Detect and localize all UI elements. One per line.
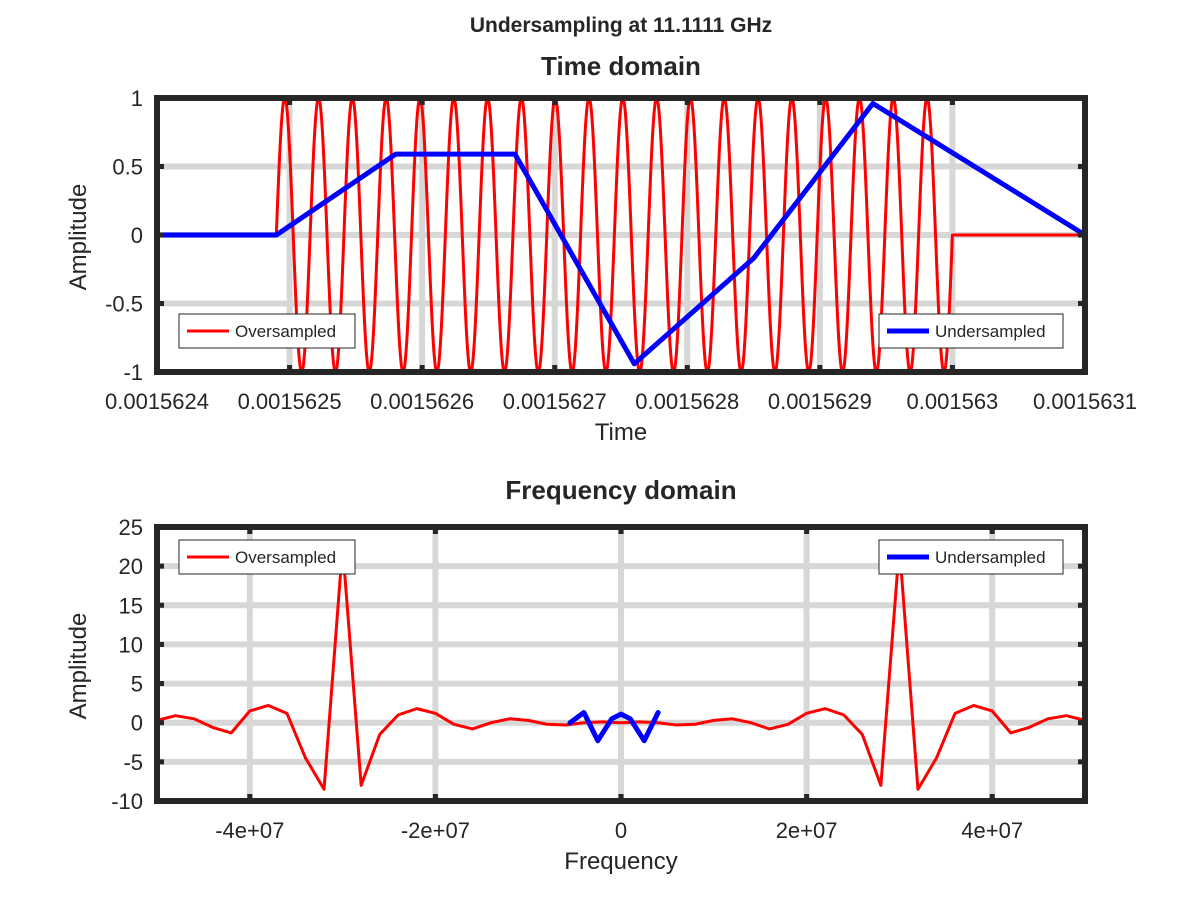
frequency-domain-ticks: -4e+07 -2e+07 0 2e+07 4e+07 -10 -5 0 5 10 15 20 25	[111, 515, 1085, 843]
frequency-domain-lines	[155, 545, 1087, 791]
frequency-domain-legend-oversampled: Oversampled	[178, 539, 356, 575]
x-tick-label: 0.001563	[907, 389, 999, 414]
frequency-domain-title: Frequency domain	[505, 475, 736, 505]
time-domain-axes: Time domain 0.0015624 0.0015625 0.0015626 0…	[65, 51, 1137, 446]
y-tick-label: 25	[119, 515, 143, 540]
x-tick-label: 4e+07	[961, 818, 1023, 843]
y-tick-label: 0.5	[112, 155, 143, 180]
series-line-oversampled	[155, 96, 1087, 374]
frequency-domain-legend-undersampled: Undersampled	[878, 539, 1064, 575]
time-domain-title: Time domain	[541, 51, 701, 81]
x-tick-label: 0.0015624	[105, 389, 209, 414]
x-tick-label: 0.0015625	[238, 389, 342, 414]
y-tick-label: -10	[111, 789, 143, 814]
frequency-domain-ylabel: Amplitude	[65, 613, 92, 720]
time-domain-xlabel: Time	[595, 419, 647, 446]
x-tick-label: 0.0015628	[635, 389, 739, 414]
x-tick-label: -4e+07	[215, 818, 284, 843]
legend-label: Undersampled	[935, 322, 1046, 341]
frequency-domain-axes: Frequency domain -4e+07 -2e+07 0 2e+07 4e+07…	[65, 475, 1088, 875]
legend-label: Oversampled	[235, 322, 336, 341]
time-domain-legend-oversampled: Oversampled	[178, 313, 356, 349]
y-tick-label: 20	[119, 554, 143, 579]
legend-box	[878, 313, 1064, 349]
time-domain-ticks: 0.0015624 0.0015625 0.0015626 0.0015627 0.00…	[105, 86, 1137, 414]
x-tick-label: 0.0015629	[768, 389, 872, 414]
y-tick-label: 0	[131, 711, 143, 736]
legend-box	[878, 539, 1064, 575]
x-tick-label: -2e+07	[401, 818, 470, 843]
y-tick-label: -0.5	[105, 292, 143, 317]
series-line-oversampled	[155, 545, 1087, 791]
x-tick-label: 2e+07	[776, 818, 838, 843]
time-domain-legend-undersampled: Undersampled	[878, 313, 1064, 349]
time-domain-lines	[154, 96, 1088, 374]
frequency-domain-xlabel: Frequency	[564, 848, 677, 875]
y-tick-label: 1	[131, 86, 143, 111]
time-domain-ylabel: Amplitude	[65, 184, 92, 291]
x-tick-label: 0.0015631	[1033, 389, 1137, 414]
x-tick-label: 0.0015627	[503, 389, 607, 414]
series-line-undersampled	[567, 710, 661, 744]
y-tick-label: 0	[131, 223, 143, 248]
legend-label: Undersampled	[935, 548, 1046, 567]
x-tick-label: 0.0015626	[370, 389, 474, 414]
y-tick-label: -5	[123, 750, 143, 775]
y-tick-label: -1	[123, 360, 143, 385]
y-tick-label: 15	[119, 593, 143, 618]
figure-suptitle: Undersampling at 11.1111 GHz	[470, 14, 772, 37]
series-line-undersampled	[154, 100, 1088, 367]
x-tick-label: 0	[615, 818, 627, 843]
y-tick-label: 5	[131, 672, 143, 697]
y-tick-label: 10	[119, 632, 143, 657]
legend-label: Oversampled	[235, 548, 336, 567]
